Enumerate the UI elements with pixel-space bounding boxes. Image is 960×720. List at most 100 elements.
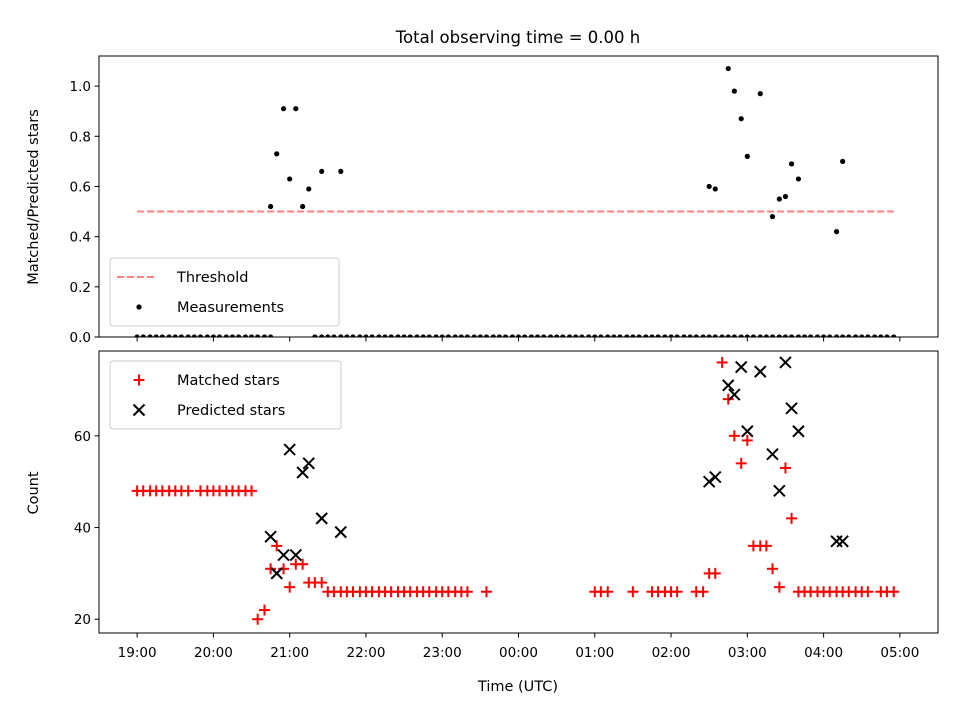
- data-point: [853, 334, 859, 337]
- x-tick-label: 01:00: [575, 645, 614, 661]
- data-point: [191, 334, 197, 337]
- data-point: [697, 586, 709, 598]
- data-point: [357, 334, 363, 337]
- marker-stroke: [289, 548, 302, 562]
- data-point: [306, 186, 312, 192]
- data-point: [741, 434, 753, 446]
- data-point: [643, 334, 649, 337]
- data-point: [248, 334, 255, 337]
- panel-marks: [131, 356, 900, 625]
- data-point: [395, 334, 401, 337]
- data-point: [788, 334, 795, 337]
- marker-stroke: [779, 356, 792, 369]
- data-point: [338, 168, 344, 175]
- marker-stroke: [741, 425, 754, 438]
- data-point: [293, 106, 299, 112]
- x-axis-label: Time (UTC): [477, 679, 558, 695]
- marker-stroke: [773, 484, 786, 498]
- x-tick-label: 19:00: [118, 645, 157, 661]
- chart-title: Total observing time = 0.00 h: [395, 28, 640, 47]
- data-point: [560, 334, 566, 337]
- data-point: [722, 379, 735, 392]
- data-point: [757, 334, 763, 337]
- data-point: [808, 334, 814, 337]
- data-point: [636, 334, 642, 337]
- data-point: [754, 365, 767, 378]
- data-point: [534, 334, 541, 337]
- legend-box: [109, 360, 342, 430]
- marker-stroke: [334, 525, 347, 539]
- marker-stroke: [315, 512, 328, 525]
- data-point: [782, 334, 789, 337]
- data-point: [846, 334, 852, 337]
- data-point: [878, 334, 884, 337]
- data-point: [255, 334, 261, 337]
- data-point: [325, 334, 331, 337]
- data-point: [216, 334, 223, 337]
- legend-swatch: [132, 403, 146, 417]
- data-point: [605, 334, 611, 337]
- data-point: [382, 334, 388, 337]
- data-point: [744, 153, 750, 159]
- data-point: [426, 334, 432, 337]
- legend-swatch: [136, 304, 142, 310]
- legend-box: [109, 257, 340, 327]
- data-point: [888, 586, 900, 598]
- data-point: [464, 334, 470, 337]
- data-point: [602, 586, 614, 598]
- data-point: [728, 430, 740, 442]
- data-point: [414, 334, 420, 337]
- data-point: [731, 334, 737, 337]
- y-tick-label: 60: [74, 429, 91, 445]
- marker-stroke: [264, 530, 277, 543]
- legend-entry: Measurements: [136, 300, 284, 316]
- marker-stroke: [283, 443, 296, 456]
- data-point: [655, 334, 661, 337]
- data-point: [496, 334, 503, 337]
- data-point: [312, 334, 318, 337]
- marker-stroke: [722, 379, 735, 392]
- data-point: [300, 203, 306, 210]
- data-point: [502, 334, 509, 337]
- y-tick-label: 40: [74, 521, 91, 537]
- marker-stroke: [735, 360, 748, 374]
- data-point: [573, 334, 579, 337]
- data-point: [859, 334, 865, 337]
- data-point: [744, 334, 750, 337]
- data-point: [617, 334, 623, 337]
- data-point: [716, 356, 728, 368]
- data-point: [709, 470, 722, 484]
- data-point: [728, 388, 741, 401]
- data-point: [265, 563, 277, 575]
- legend-entry: Predicted stars: [132, 403, 285, 419]
- marker-stroke: [792, 425, 805, 438]
- data-point: [280, 106, 287, 112]
- legend-entry: Matched stars: [133, 373, 280, 389]
- data-point: [401, 334, 407, 337]
- data-point: [833, 334, 840, 337]
- data-point: [350, 334, 356, 337]
- data-point: [776, 196, 782, 202]
- top-y-axis-label: Matched/Predicted stars: [26, 109, 42, 285]
- data-point: [702, 475, 716, 488]
- panel-count: 19:00 20:00 21:00 22:00 23:00 00:00 01:00 02:00…: [74, 350, 939, 661]
- data-point: [302, 457, 315, 470]
- y-tick-label: 0.2: [70, 280, 91, 296]
- legend-entry: Threshold: [117, 270, 248, 286]
- data-point: [554, 334, 560, 337]
- data-point: [773, 581, 785, 593]
- data-point: [779, 356, 792, 369]
- data-point: [134, 334, 140, 337]
- data-point: [785, 402, 798, 415]
- data-point: [567, 334, 573, 337]
- legend-label: Threshold: [176, 270, 248, 286]
- data-point: [461, 586, 473, 598]
- data-point: [178, 334, 184, 337]
- x-tick-label: 20:00: [194, 645, 233, 661]
- x-tick-label: 04:00: [804, 645, 843, 661]
- data-point: [284, 581, 296, 593]
- x-tick-label: 22:00: [347, 645, 386, 661]
- data-point: [766, 447, 779, 461]
